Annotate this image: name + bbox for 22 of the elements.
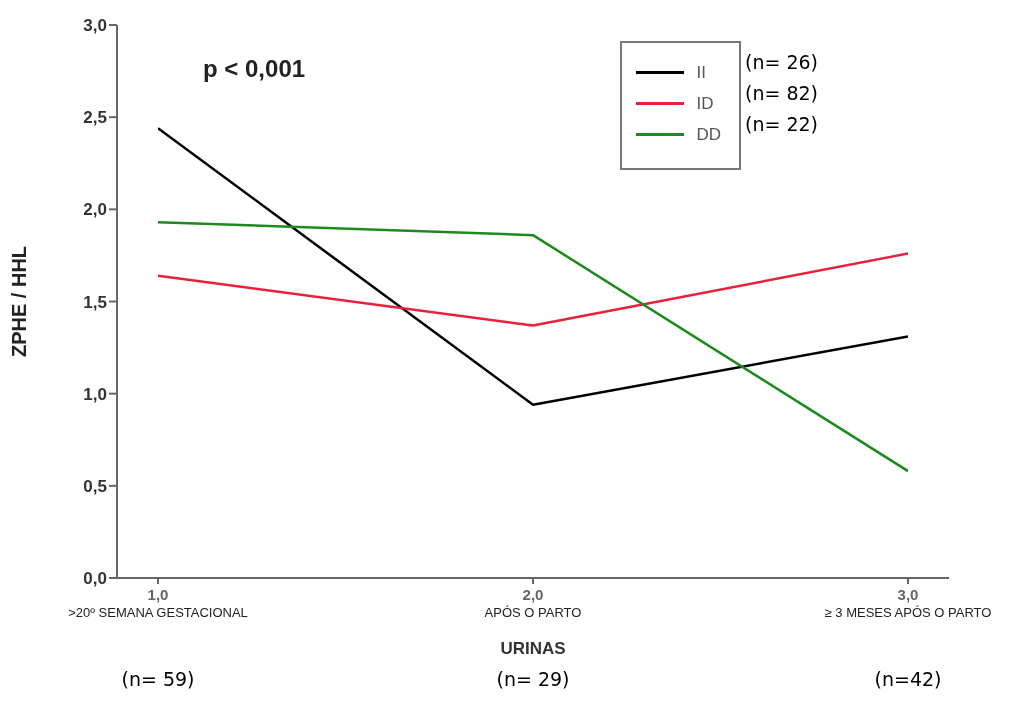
x-axis-title: URINAS (500, 639, 566, 658)
legend-label: DD (696, 124, 721, 145)
text: (n=42) (873, 668, 943, 690)
annotation: (n= 82) (744, 82, 818, 106)
annotation: (n= 22) (744, 113, 818, 137)
annotation: (n= 26) (744, 51, 818, 75)
legend-label: ID (696, 93, 714, 114)
x-tick-label: 2,0 APÓS O PARTO (484, 586, 582, 620)
y-tick-label: 1,5 (83, 292, 107, 312)
legend-label: II (696, 62, 706, 83)
y-tick-label: 2,0 (83, 200, 107, 220)
y-axis-title: ZPHE / HHL (8, 245, 31, 358)
text: (n= 29) (495, 668, 571, 690)
y-tick-label: 0,5 (83, 476, 107, 496)
x-tick-label: 3,0 ≥ 3 MESES APÓS O PARTO (824, 586, 992, 620)
text: (n= 59) (120, 668, 196, 690)
y-tick-label: 2,5 (83, 108, 107, 128)
y-tick-label: 0,0 (83, 569, 107, 589)
y-tick-label: 1,0 (83, 384, 107, 404)
x-tick-label: 1,0 >20º SEMANA GESTACIONAL (68, 586, 248, 620)
y-tick-label: 3,0 (83, 16, 107, 36)
annotation: p < 0,001 (203, 55, 306, 83)
